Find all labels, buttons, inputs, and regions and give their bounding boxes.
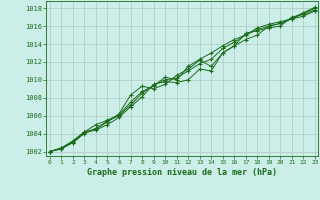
X-axis label: Graphe pression niveau de la mer (hPa): Graphe pression niveau de la mer (hPa) (87, 168, 277, 177)
